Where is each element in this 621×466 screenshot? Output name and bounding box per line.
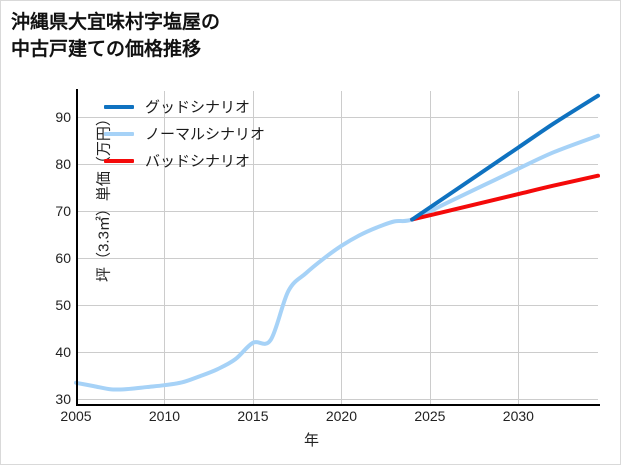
plot-area (74, 91, 600, 404)
y-tick-label: 60 (55, 250, 71, 267)
gridline-horizontal (76, 164, 598, 165)
gridline-horizontal (76, 399, 598, 400)
y-axis-spine (76, 89, 78, 406)
chart-legend: グッドシナリオ ノーマルシナリオ バッドシナリオ (104, 93, 334, 174)
y-tick-label: 50 (55, 297, 71, 314)
x-tick-label: 2030 (502, 408, 534, 424)
y-tick-labels: 30 40 50 60 70 80 90 (23, 1, 71, 466)
y-tick-label: 80 (55, 155, 71, 172)
y-tick-label: 70 (55, 203, 71, 220)
series-line (74, 133, 600, 392)
series-line (410, 173, 600, 222)
x-tick-label: 2005 (60, 408, 92, 424)
gridline-horizontal (76, 258, 598, 259)
gridline-horizontal (76, 117, 598, 118)
legend-item[interactable]: グッドシナリオ (104, 93, 334, 120)
legend-item[interactable]: ノーマルシナリオ (104, 120, 334, 147)
legend-label: ノーマルシナリオ (145, 126, 266, 143)
x-tick-label: 2010 (148, 408, 181, 424)
chart-title: 沖縄県大宜味村字塩屋の 中古戸建ての価格推移 (11, 12, 221, 60)
legend-item[interactable]: バッドシナリオ (104, 147, 334, 174)
y-tick-label: 30 (55, 391, 71, 408)
series-layer (74, 93, 600, 392)
gridline-horizontal (76, 352, 598, 353)
gridline-vertical (430, 91, 431, 404)
gridline-vertical (518, 91, 519, 404)
x-axis-label: 年 (303, 432, 319, 449)
x-tick-label: 2025 (414, 408, 446, 424)
x-tick-label: 2020 (325, 408, 357, 424)
series-line (410, 93, 600, 222)
legend-swatch (104, 131, 134, 136)
gridline-vertical (253, 91, 254, 404)
legend-swatch (104, 158, 134, 163)
gridline-vertical (164, 91, 165, 404)
legend-swatch (104, 104, 134, 109)
legend-label: グッドシナリオ (145, 99, 251, 116)
y-tick-label: 90 (55, 108, 71, 125)
y-tick-label: 40 (55, 344, 71, 361)
gridline-horizontal (76, 305, 598, 306)
x-tick-label: 2015 (237, 408, 269, 424)
gridline-horizontal (76, 211, 598, 212)
x-axis-spine (76, 404, 600, 406)
legend-label: バッドシナリオ (145, 153, 251, 170)
